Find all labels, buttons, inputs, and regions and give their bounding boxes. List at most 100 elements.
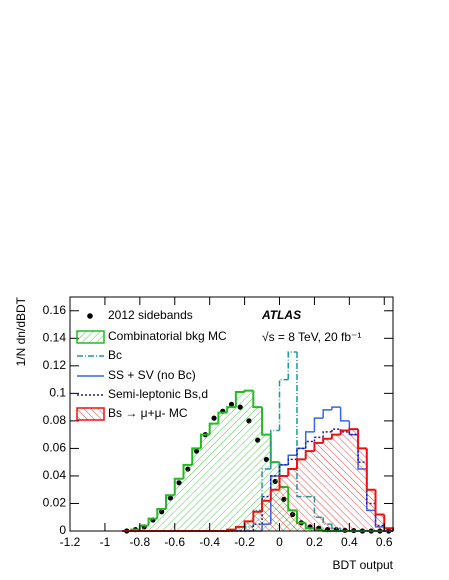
hist-fill xyxy=(192,448,201,531)
hist-fill xyxy=(157,508,167,531)
hist-fill xyxy=(166,495,175,531)
hist-outline xyxy=(295,458,306,470)
hist-fill xyxy=(375,514,385,531)
hist-fill xyxy=(314,442,324,531)
hist-outline xyxy=(296,447,306,460)
hist-outline xyxy=(339,429,350,435)
hist-outline xyxy=(287,468,297,476)
energy-label: √s = 8 TeV, 20 fb⁻¹ xyxy=(262,330,361,344)
hist-outline xyxy=(287,454,297,465)
x-tick-label: -1 xyxy=(100,535,111,549)
hist-outline xyxy=(287,458,297,465)
x-tick-label: 0.2 xyxy=(306,535,323,549)
data-point xyxy=(228,401,235,407)
hist-fill xyxy=(174,478,184,531)
hist-fill xyxy=(227,407,236,531)
legend-marker xyxy=(76,330,105,344)
hist-outline xyxy=(208,422,219,435)
hist-outline xyxy=(331,428,341,432)
hist-fill xyxy=(366,489,376,531)
x-tick-label: 0.4 xyxy=(341,535,358,549)
hist-outline xyxy=(252,390,263,409)
hist-fill xyxy=(270,489,280,531)
legend-marker xyxy=(87,313,93,319)
y-tick-label: 0.16 xyxy=(43,303,67,317)
hist-outline xyxy=(339,407,350,422)
y-tick-label: 0.06 xyxy=(43,441,67,455)
hist-outline xyxy=(147,517,158,526)
hist-outline xyxy=(226,406,236,413)
hist-fill xyxy=(305,451,315,531)
hist-fill xyxy=(183,464,193,531)
hist-outline xyxy=(243,389,254,392)
x-tick-label: 0.6 xyxy=(376,535,393,549)
hist-outline xyxy=(296,447,306,456)
hist-outline xyxy=(261,407,271,436)
hist-fill xyxy=(262,434,271,531)
hist-outline xyxy=(287,351,297,380)
hist-outline xyxy=(374,489,385,516)
hist-outline xyxy=(304,440,315,449)
hist-fill xyxy=(244,521,254,531)
hist-outline xyxy=(234,390,245,408)
x-tick-label: -0.8 xyxy=(129,535,150,549)
hist-outline xyxy=(322,409,332,419)
hist-fill xyxy=(323,438,332,531)
x-axis-label: BDT output xyxy=(333,558,394,572)
y-tick-label: 0.02 xyxy=(43,496,67,510)
x-tick-label: -0.4 xyxy=(199,535,220,549)
legend-label: Bs → μ+μ- MC xyxy=(108,406,188,420)
hist-fill xyxy=(296,459,306,531)
y-tick-label: 0.12 xyxy=(43,358,67,372)
hist-fill xyxy=(349,429,359,531)
hist-outline xyxy=(278,464,289,476)
hist-fill xyxy=(139,525,149,531)
hist-fill xyxy=(331,434,341,531)
hist-outline xyxy=(173,477,184,496)
y-axis-label: 1/N dn/dBDT xyxy=(14,296,28,366)
hist-fill xyxy=(288,469,297,531)
hist-outline xyxy=(269,434,280,464)
y-tick-label: 0 xyxy=(59,523,66,537)
hist-fill xyxy=(218,412,228,531)
hist-outline xyxy=(304,450,315,460)
atlas-label: ATLAS xyxy=(261,308,301,322)
legend-marker xyxy=(76,407,105,421)
hist-outline xyxy=(304,431,315,449)
x-tick-label: -1.2 xyxy=(60,535,81,549)
hist-fill xyxy=(244,390,254,531)
hist-fill xyxy=(235,391,245,531)
legend-label: Combinatorial bkg MC xyxy=(108,329,227,343)
hist-outline xyxy=(313,441,324,452)
x-tick-label: -0.6 xyxy=(164,535,185,549)
y-tick-label: 0.04 xyxy=(43,468,67,482)
hist-outline xyxy=(217,411,228,424)
hist-outline xyxy=(261,499,271,512)
hist-fill xyxy=(209,423,219,531)
legend-label: Bc xyxy=(108,348,122,362)
x-tick-label: -0.2 xyxy=(234,535,255,549)
hist-outline xyxy=(322,431,332,438)
hist-outline xyxy=(357,429,367,450)
hist-outline xyxy=(331,406,341,410)
hist-outline xyxy=(278,378,289,431)
hist-outline xyxy=(182,463,193,479)
hist-outline xyxy=(278,464,289,476)
hist-outline xyxy=(348,428,359,431)
hist-outline xyxy=(330,433,341,439)
hist-outline xyxy=(313,417,324,432)
hist-outline xyxy=(322,437,332,443)
legend-label: SS + SV (no Bc) xyxy=(108,368,196,382)
hist-fill xyxy=(200,434,210,531)
hist-fill xyxy=(148,518,158,531)
hist-fill xyxy=(235,526,245,531)
y-tick-label: 0.14 xyxy=(43,330,67,344)
legend-label: Semi-leptonic Bs,d xyxy=(108,387,208,401)
hist-outline xyxy=(234,525,245,530)
axes-frame xyxy=(69,296,394,532)
hist-outline xyxy=(261,468,271,511)
hist-fill xyxy=(340,430,350,531)
hist-fill xyxy=(253,407,263,531)
hist-outline xyxy=(270,429,280,470)
